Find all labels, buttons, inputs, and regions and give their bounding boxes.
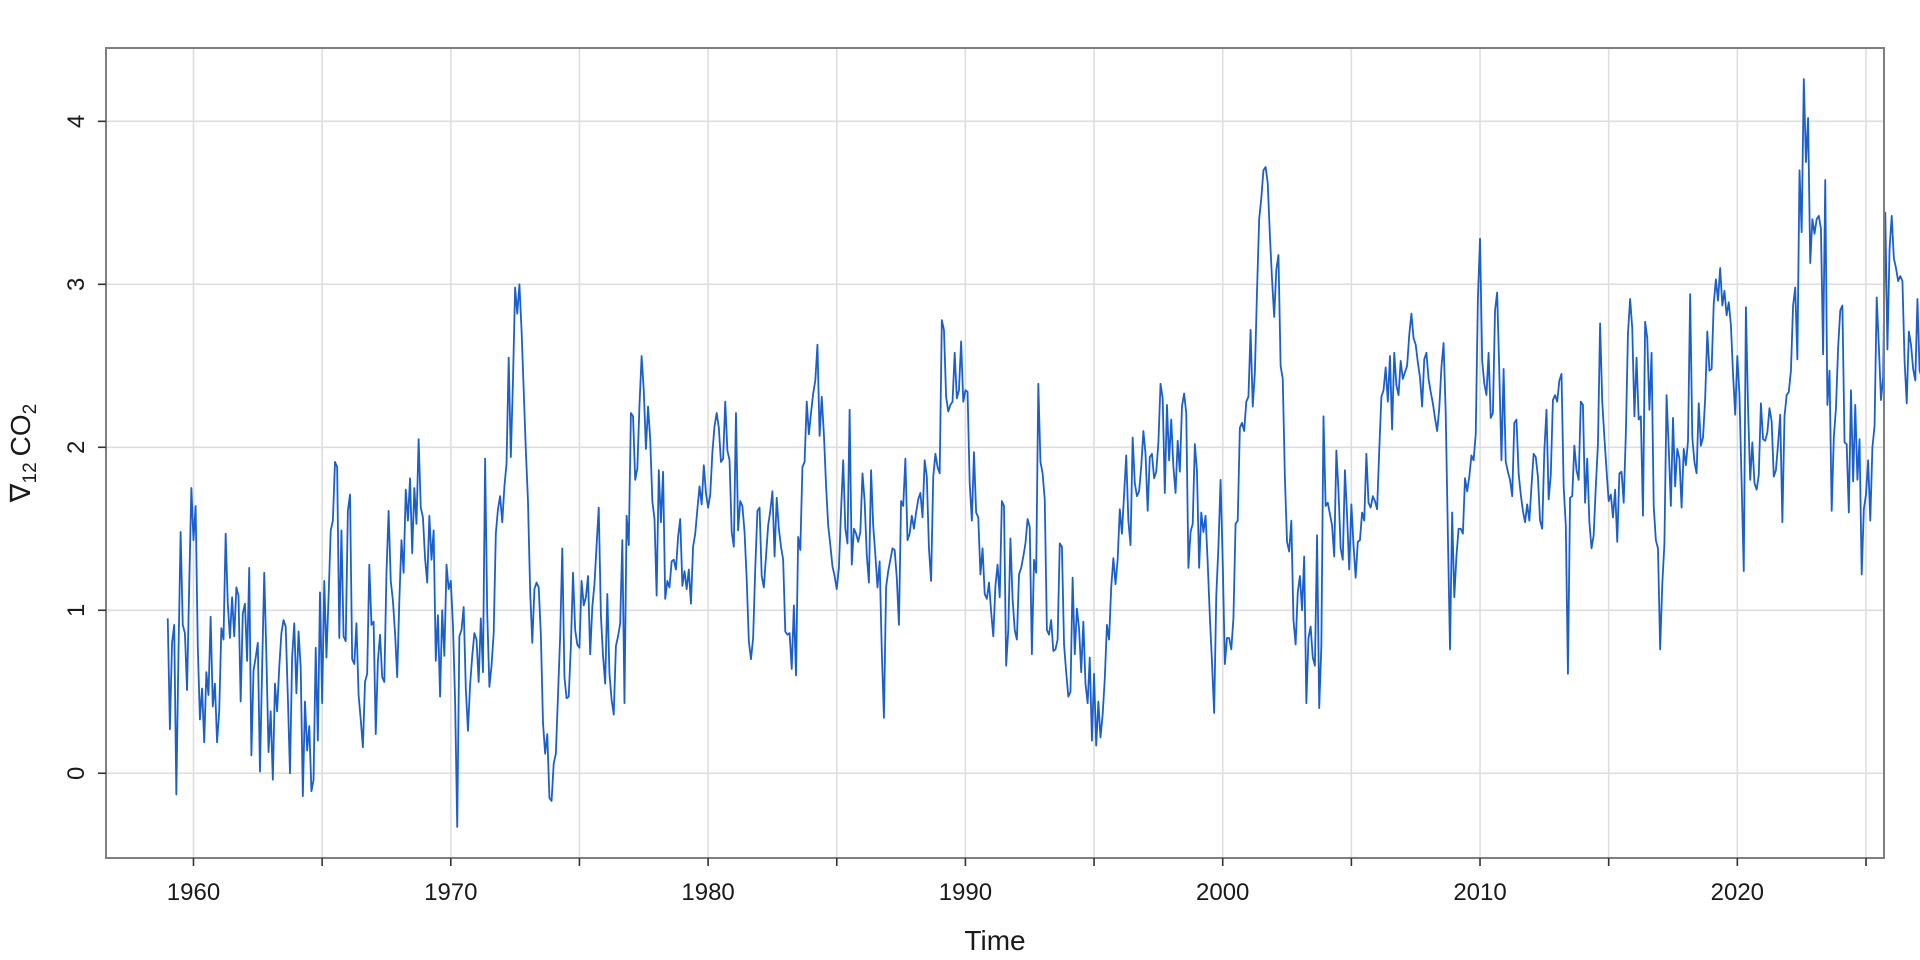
x-tick-label: 1990 [939,879,992,906]
y-tick-label: 4 [63,115,90,128]
y-tick-label: 0 [63,767,90,780]
series-layer [166,78,1920,828]
y-tick-label: 1 [63,604,90,617]
series-line [166,78,1920,828]
y-axis-title-lag-subscript: 12 [20,462,41,483]
plot-panel-border [105,47,1885,859]
x-tick-label: 1970 [424,879,477,906]
x-axis-title: Time [964,925,1025,956]
y-axis-title: ∇12 CO2 [5,404,41,503]
y-axis-title-chemical-subscript: 2 [20,404,41,415]
grid-lines [106,48,1884,858]
y-axis-title-nabla: ∇ [5,483,36,503]
y-tick-label: 2 [63,441,90,454]
x-tick-label: 2020 [1711,879,1764,906]
x-tick-label: 2010 [1453,879,1506,906]
x-tick-label: 1960 [167,879,220,906]
x-tick-label: 1980 [681,879,734,906]
y-axis-title-chemical: CO [5,414,36,456]
y-tick-label: 3 [63,278,90,291]
x-tick-label: 2000 [1196,879,1249,906]
axes: 1960 1970 1980 1990 2000 2010 2020 0 1 2 3 4 [63,115,1867,906]
